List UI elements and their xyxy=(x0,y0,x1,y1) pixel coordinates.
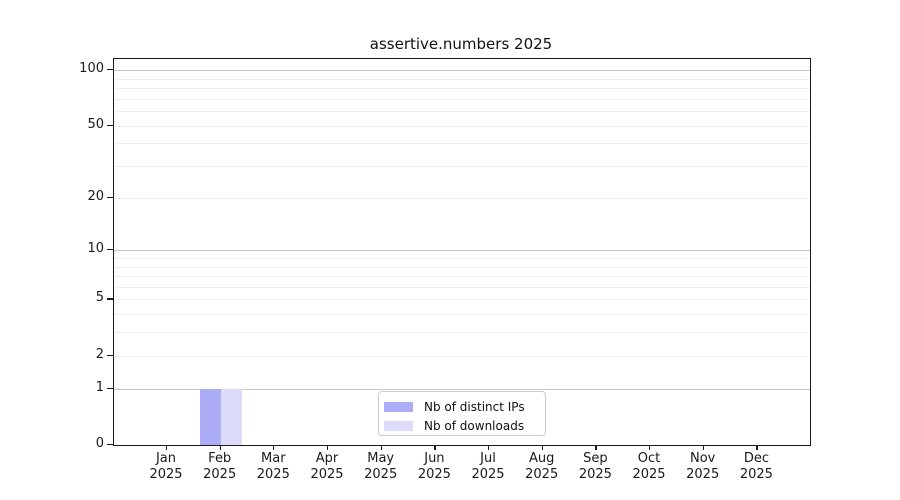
bar-nb-of-downloads-feb-2025 xyxy=(220,388,242,445)
x-tick-year: 2025 xyxy=(417,467,451,482)
x-tick-month: Jun xyxy=(424,451,445,466)
x-tick-label-jan: Jan 2025 xyxy=(135,451,197,483)
x-tick-month: Sep xyxy=(583,451,608,466)
x-tick-label-may: May 2025 xyxy=(350,451,412,483)
x-tick-month: Oct xyxy=(637,451,661,466)
gridline-y-60 xyxy=(114,111,810,112)
y-tick-0 xyxy=(107,444,113,446)
x-tick-label-mar: Mar 2025 xyxy=(242,451,304,483)
x-tick-label-feb: Feb 2025 xyxy=(189,451,251,483)
gridline-y-40 xyxy=(114,143,810,145)
x-tick-month: Apr xyxy=(315,451,339,466)
x-tick-feb xyxy=(219,445,221,450)
gridline-y-8 xyxy=(114,266,810,268)
x-tick-year: 2025 xyxy=(525,467,559,482)
x-tick-apr xyxy=(327,445,329,450)
y-tick-10 xyxy=(107,249,113,251)
x-tick-year: 2025 xyxy=(149,467,183,482)
gridline-y-100 xyxy=(114,70,810,71)
y-tick-label-2: 2 xyxy=(95,346,104,362)
gridline-y-6 xyxy=(114,286,810,288)
gridline-y-2 xyxy=(114,355,810,357)
x-tick-nov xyxy=(702,445,704,450)
x-tick-oct xyxy=(649,445,651,450)
gridline-y-5 xyxy=(114,299,810,301)
x-tick-label-jul: Jul 2025 xyxy=(457,451,519,483)
gridline-y-80 xyxy=(114,87,810,89)
x-tick-year: 2025 xyxy=(203,467,237,482)
x-tick-year: 2025 xyxy=(256,467,290,482)
y-tick-label-50: 50 xyxy=(87,116,104,132)
x-tick-jun xyxy=(434,445,436,450)
legend: Nb of distinct IPs Nb of downloads xyxy=(378,391,546,436)
x-tick-aug xyxy=(541,445,543,450)
plot-area xyxy=(113,58,811,446)
y-tick-label-20: 20 xyxy=(87,188,104,204)
x-tick-year: 2025 xyxy=(632,467,666,482)
y-tick-50 xyxy=(107,124,113,126)
gridline-y-50 xyxy=(114,125,810,127)
x-tick-year: 2025 xyxy=(739,467,773,482)
x-tick-year: 2025 xyxy=(578,467,612,482)
gridline-y-7 xyxy=(114,276,810,277)
x-tick-mar xyxy=(273,445,275,450)
gridline-y-3 xyxy=(114,332,810,334)
legend-item-distinct-ips: Nb of distinct IPs xyxy=(384,398,537,415)
gridline-y-4 xyxy=(114,314,810,316)
y-tick-label-10: 10 xyxy=(87,241,104,257)
gridline-y-30 xyxy=(114,166,810,167)
x-tick-label-oct: Oct 2025 xyxy=(618,451,680,483)
x-tick-year: 2025 xyxy=(471,467,505,482)
legend-label-distinct-ips: Nb of distinct IPs xyxy=(424,399,525,414)
y-tick-label-0: 0 xyxy=(95,436,104,451)
gridline-y-90 xyxy=(114,78,810,80)
x-tick-month: Aug xyxy=(528,451,555,466)
x-tick-year: 2025 xyxy=(686,467,720,482)
x-tick-month: Feb xyxy=(208,451,232,466)
y-tick-100 xyxy=(107,69,113,71)
gridline-y-10 xyxy=(114,250,810,252)
x-tick-label-jun: Jun 2025 xyxy=(403,451,465,483)
x-tick-year: 2025 xyxy=(310,467,344,482)
legend-item-downloads: Nb of downloads xyxy=(384,417,537,434)
bar-nb-of-distinct-ips-feb-2025 xyxy=(199,388,221,445)
legend-swatch-distinct-ips-icon xyxy=(384,401,413,412)
gridline-y-20 xyxy=(114,197,810,199)
x-tick-may xyxy=(380,445,382,450)
y-tick-label-5: 5 xyxy=(95,290,104,306)
legend-swatch-downloads-icon xyxy=(384,420,413,431)
gridline-y-9 xyxy=(114,257,810,259)
x-tick-label-sep: Sep 2025 xyxy=(564,451,626,483)
x-tick-month: Nov xyxy=(690,451,716,466)
x-tick-year: 2025 xyxy=(364,467,398,482)
y-tick-2 xyxy=(107,354,113,356)
x-tick-jan xyxy=(166,445,168,450)
x-tick-label-aug: Aug 2025 xyxy=(511,451,573,483)
x-tick-month: Jul xyxy=(480,451,496,466)
x-tick-month: Jan xyxy=(155,451,177,466)
gridline-y-70 xyxy=(114,98,810,100)
y-tick-20 xyxy=(107,196,113,198)
x-tick-jul xyxy=(488,445,490,450)
y-tick-label-100: 100 xyxy=(79,61,104,76)
x-tick-month: May xyxy=(367,451,395,466)
x-tick-label-nov: Nov 2025 xyxy=(672,451,734,483)
chart-title: assertive.numbers 2025 xyxy=(369,35,553,53)
gridline-y-1 xyxy=(114,388,810,390)
x-tick-month: Dec xyxy=(743,451,769,466)
x-tick-label-dec: Dec 2025 xyxy=(725,451,787,483)
x-tick-month: Mar xyxy=(261,451,286,466)
y-tick-5 xyxy=(107,298,113,300)
x-tick-sep xyxy=(595,445,597,450)
y-tick-label-1: 1 xyxy=(95,379,104,395)
x-tick-label-apr: Apr 2025 xyxy=(296,451,358,483)
legend-label-downloads: Nb of downloads xyxy=(424,418,525,433)
y-tick-1 xyxy=(107,387,113,389)
x-tick-dec xyxy=(756,445,758,450)
